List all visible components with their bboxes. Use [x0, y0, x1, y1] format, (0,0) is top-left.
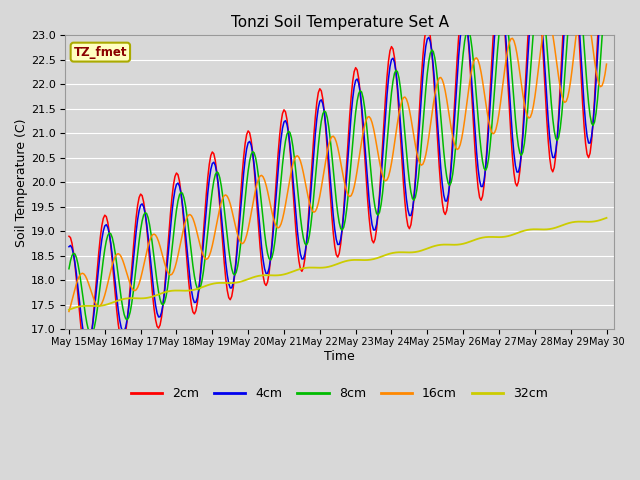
X-axis label: Time: Time [324, 350, 355, 363]
Legend: 2cm, 4cm, 8cm, 16cm, 32cm: 2cm, 4cm, 8cm, 16cm, 32cm [126, 383, 553, 406]
Y-axis label: Soil Temperature (C): Soil Temperature (C) [15, 118, 28, 247]
Title: Tonzi Soil Temperature Set A: Tonzi Soil Temperature Set A [230, 15, 449, 30]
Text: TZ_fmet: TZ_fmet [74, 46, 127, 59]
